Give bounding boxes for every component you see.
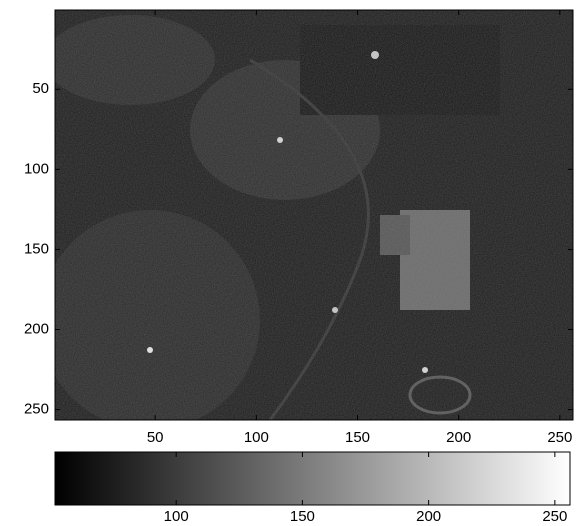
colorbar-tick-label: 200 [416,508,441,525]
y-tick-label: 150 [24,240,49,257]
x-tick-label: 150 [345,429,370,446]
x-tick-label: 50 [147,429,164,446]
colorbar-tick-label: 100 [164,508,189,525]
colorbar [55,452,570,505]
y-tick-label: 250 [24,401,49,418]
colorbar-tick-label: 250 [542,508,567,525]
x-tick-label: 100 [244,429,269,446]
x-tick-label: 200 [446,429,471,446]
y-tick-label: 200 [24,320,49,337]
colorbar-tick-label: 150 [290,508,315,525]
y-tick-label: 100 [24,160,49,177]
image [40,10,573,430]
x-tick-label: 250 [547,429,572,446]
figure: 50 100 150 200 250 50 100 150 200 250 100 150 200 250 [0,0,578,526]
y-tick-label: 50 [32,80,49,97]
